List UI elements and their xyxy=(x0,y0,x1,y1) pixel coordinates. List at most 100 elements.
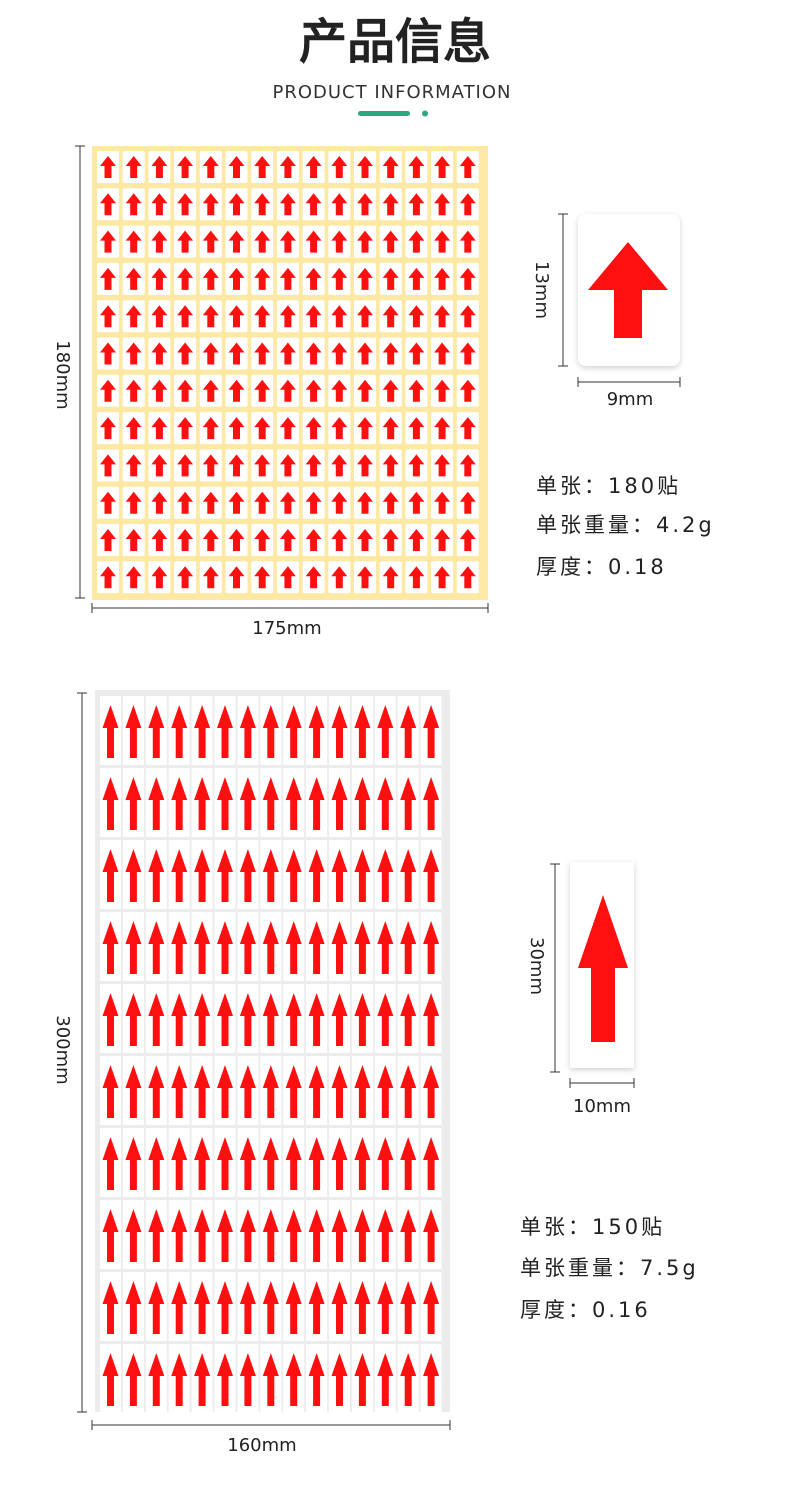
arrow xyxy=(408,529,425,551)
arrow xyxy=(308,1137,325,1190)
arrow xyxy=(279,342,296,365)
arrow xyxy=(194,705,211,758)
dimension-width xyxy=(577,377,681,387)
arrow xyxy=(377,1353,394,1406)
sheet-width: 160mm xyxy=(227,1435,296,1456)
arrow xyxy=(194,1065,211,1118)
arrow xyxy=(217,1065,233,1118)
arrow xyxy=(382,566,399,589)
arrow xyxy=(102,705,119,758)
arrow xyxy=(357,156,373,178)
arrow xyxy=(377,777,394,830)
arrow xyxy=(305,230,322,253)
arrow xyxy=(459,566,476,589)
arrow xyxy=(228,417,245,440)
arrow xyxy=(357,193,373,216)
arrow xyxy=(279,193,296,216)
arrow xyxy=(357,566,373,589)
dimension-height xyxy=(77,692,87,1413)
dimension-width xyxy=(569,1078,635,1088)
arrow xyxy=(331,529,348,551)
arrow xyxy=(125,921,142,974)
arrow xyxy=(100,529,116,551)
arrow xyxy=(434,230,451,253)
arrow xyxy=(239,993,256,1046)
arrow xyxy=(279,491,296,514)
spec: 单张重量：7.5g xyxy=(520,1256,699,1280)
arrow xyxy=(239,777,256,830)
arrow xyxy=(588,242,668,338)
arrow xyxy=(331,1065,348,1118)
arrow xyxy=(254,305,271,328)
arrow xyxy=(285,705,302,758)
arrow xyxy=(423,1065,440,1118)
arrow xyxy=(125,379,142,402)
arrow xyxy=(331,454,348,477)
arrow xyxy=(171,1065,188,1118)
arrow xyxy=(377,849,394,902)
arrow xyxy=(125,993,142,1046)
arrow xyxy=(382,417,399,440)
arrow xyxy=(228,454,245,477)
arrow xyxy=(354,921,371,974)
arrow xyxy=(354,1065,371,1118)
arrow xyxy=(423,1137,440,1190)
arrow xyxy=(285,849,302,902)
spec: 厚度：0.18 xyxy=(536,555,667,579)
arrow xyxy=(177,230,194,253)
dimension-width xyxy=(91,603,489,613)
arrow xyxy=(285,1137,302,1190)
arrow xyxy=(408,491,425,514)
arrow xyxy=(408,267,425,290)
arrow xyxy=(308,921,325,974)
arrow xyxy=(279,566,296,589)
arrow xyxy=(357,305,373,328)
arrow xyxy=(194,777,211,830)
arrow xyxy=(239,921,256,974)
arrow xyxy=(382,193,399,216)
arrow xyxy=(279,267,296,290)
arrow xyxy=(305,156,322,178)
arrow xyxy=(202,156,219,178)
arrow xyxy=(148,1137,165,1190)
arrow xyxy=(202,305,219,328)
arrow xyxy=(177,417,194,440)
arrow xyxy=(357,230,373,253)
arrow xyxy=(125,777,142,830)
arrow xyxy=(151,230,168,253)
arrow xyxy=(382,230,399,253)
arrow xyxy=(400,705,417,758)
arrow xyxy=(171,1209,188,1262)
arrow xyxy=(305,417,322,440)
arrow xyxy=(305,454,322,477)
arrow xyxy=(254,379,271,402)
arrow xyxy=(459,454,476,477)
arrow xyxy=(400,1209,417,1262)
arrow xyxy=(239,1137,256,1190)
arrow xyxy=(305,267,322,290)
arrow xyxy=(239,849,256,902)
arrow xyxy=(151,193,168,216)
arrow xyxy=(217,777,233,830)
arrow xyxy=(228,566,245,589)
arrow xyxy=(331,342,348,365)
arrow xyxy=(459,156,476,178)
arrow xyxy=(177,379,194,402)
arrow xyxy=(400,1065,417,1118)
arrow xyxy=(100,379,116,402)
arrow xyxy=(331,921,348,974)
arrow xyxy=(125,1209,142,1262)
arrow xyxy=(125,193,142,216)
arrow xyxy=(262,777,279,830)
arrow xyxy=(262,1065,279,1118)
arrow xyxy=(382,529,399,551)
arrow xyxy=(459,342,476,365)
arrow xyxy=(331,305,348,328)
sheet-height: 180mm xyxy=(52,340,73,409)
arrow xyxy=(177,529,194,551)
arrow xyxy=(331,1281,348,1334)
arrow xyxy=(151,267,168,290)
arrow xyxy=(305,193,322,216)
arrow xyxy=(151,305,168,328)
arrow xyxy=(254,267,271,290)
